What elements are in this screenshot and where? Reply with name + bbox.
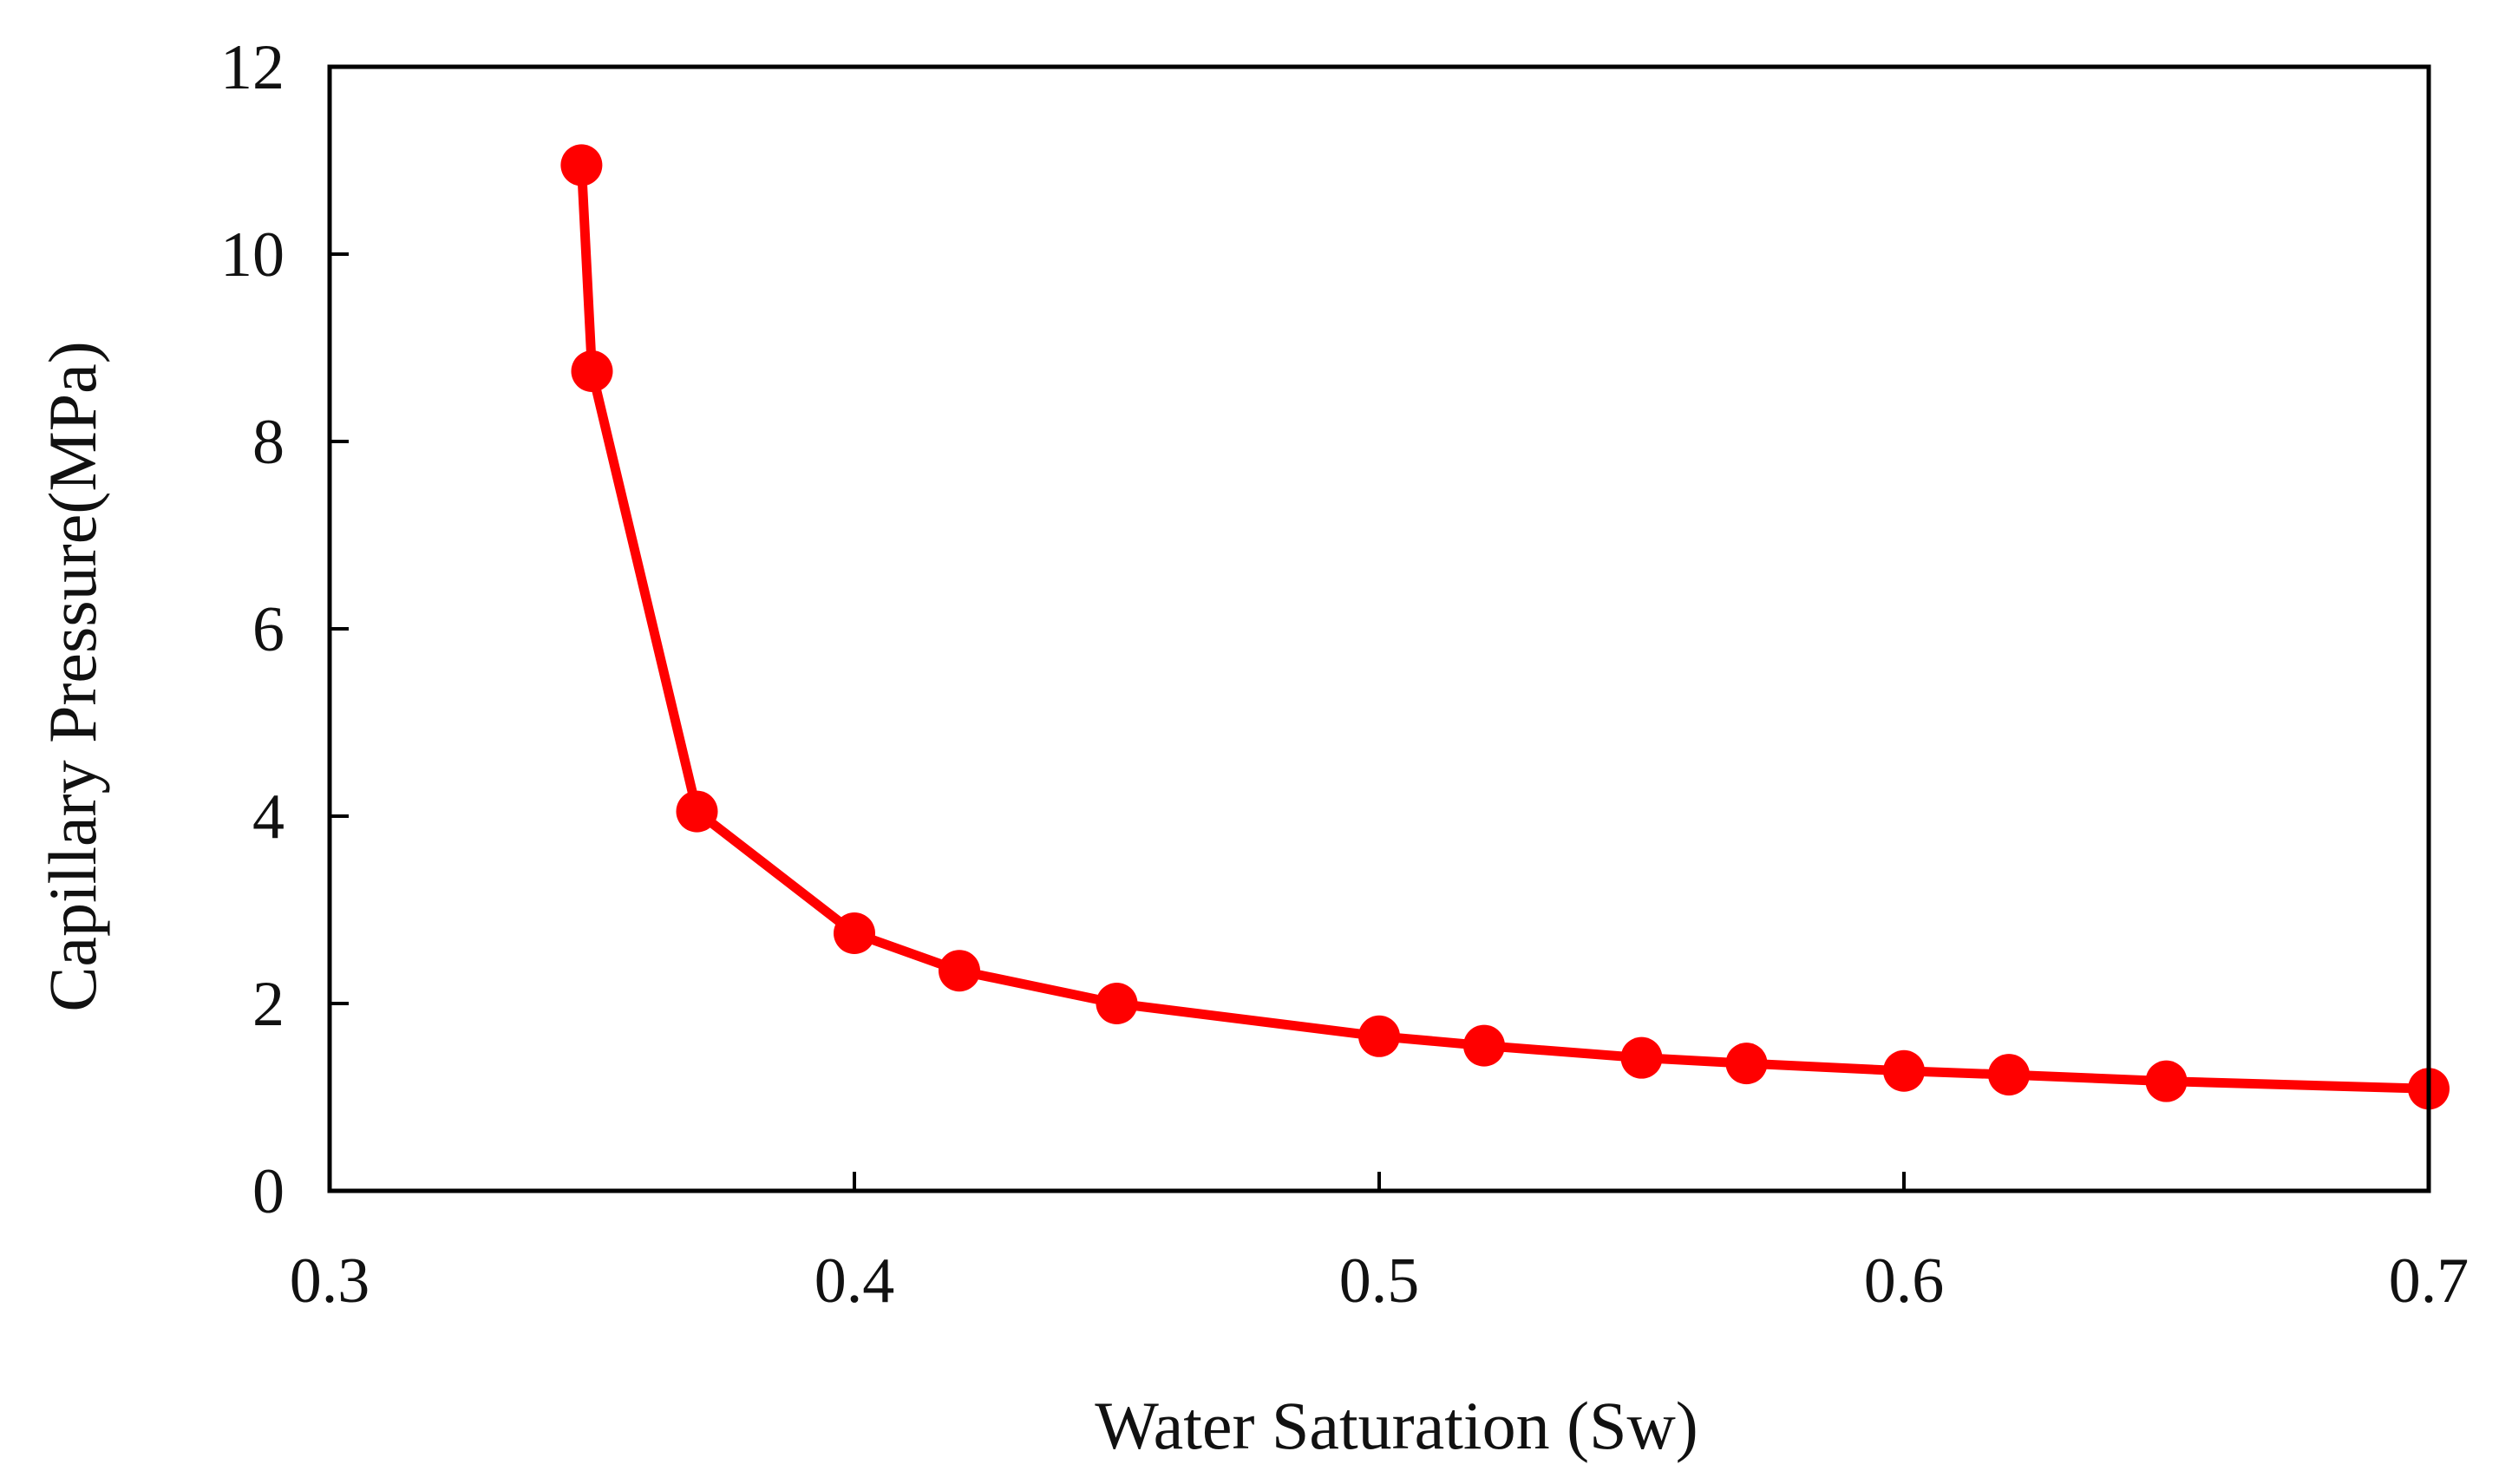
- data-point: [939, 950, 980, 992]
- x-tick-label: 0.4: [814, 1245, 895, 1317]
- y-tick-label: 2: [252, 969, 285, 1040]
- data-point: [1725, 1043, 1768, 1085]
- data-point: [571, 350, 613, 392]
- y-tick-label: 0: [252, 1156, 285, 1227]
- axes: 0.3 0.4 0.5 0.6 0.7 0 2 4 6 8 10 12: [220, 32, 2469, 1317]
- y-tick-label: 6: [252, 594, 285, 665]
- y-tick-label: 10: [220, 219, 285, 291]
- data-point: [1096, 983, 1138, 1024]
- data-point: [1883, 1049, 1925, 1092]
- x-tick-label: 0.7: [2389, 1245, 2469, 1317]
- y-tick-label: 4: [252, 781, 285, 853]
- data-point: [2145, 1060, 2188, 1102]
- plot-area: [560, 144, 2450, 1110]
- y-tick-label: 12: [220, 32, 285, 103]
- data-point: [1988, 1054, 2030, 1096]
- data-point: [1358, 1015, 1400, 1057]
- data-point: [834, 912, 875, 954]
- x-tick-label: 0.5: [1339, 1245, 1420, 1317]
- x-tick-label: 0.3: [290, 1245, 370, 1317]
- data-point: [1463, 1024, 1505, 1067]
- data-point: [1620, 1036, 1663, 1079]
- x-axis-title: Water Saturation (Sw): [1095, 1388, 1698, 1463]
- data-point: [560, 144, 603, 186]
- y-tick-label: 8: [252, 407, 285, 478]
- y-axis-title: Capillary Pressure(MPa): [35, 341, 110, 1011]
- x-tick-label: 0.6: [1864, 1245, 1945, 1317]
- data-point: [676, 790, 718, 833]
